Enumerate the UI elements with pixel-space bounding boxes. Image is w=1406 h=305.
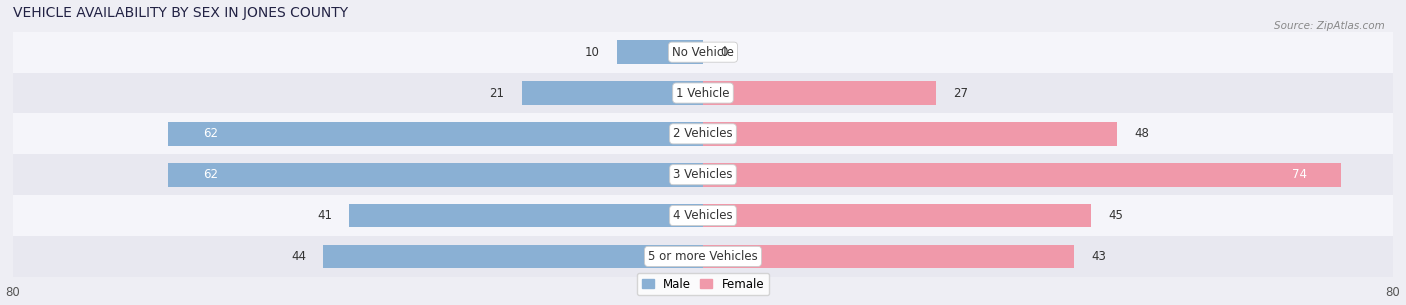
Text: 48: 48 (1135, 127, 1149, 140)
Text: 3 Vehicles: 3 Vehicles (673, 168, 733, 181)
Text: 62: 62 (202, 127, 218, 140)
Text: 44: 44 (291, 250, 307, 263)
Bar (169, 163, 703, 187)
Bar (522, 81, 703, 105)
Legend: Male, Female: Male, Female (637, 273, 769, 295)
Bar (703, 204, 1091, 228)
Text: 41: 41 (318, 209, 332, 222)
Text: 4 Vehicles: 4 Vehicles (673, 209, 733, 222)
Bar (703, 81, 936, 105)
Bar (13, 32, 1393, 73)
Bar (13, 236, 1393, 277)
Text: 0: 0 (720, 46, 728, 59)
Bar (169, 122, 703, 146)
Text: 62: 62 (202, 168, 218, 181)
Text: VEHICLE AVAILABILITY BY SEX IN JONES COUNTY: VEHICLE AVAILABILITY BY SEX IN JONES COU… (13, 5, 349, 20)
Text: No Vehicle: No Vehicle (672, 46, 734, 59)
Text: Source: ZipAtlas.com: Source: ZipAtlas.com (1274, 21, 1385, 31)
Bar (13, 154, 1393, 195)
Bar (703, 122, 1116, 146)
Text: 27: 27 (953, 87, 969, 99)
Text: 10: 10 (585, 46, 599, 59)
Text: 45: 45 (1108, 209, 1123, 222)
Bar (703, 163, 1341, 187)
Bar (349, 204, 703, 228)
Bar (13, 73, 1393, 113)
Text: 43: 43 (1091, 250, 1107, 263)
Text: 1 Vehicle: 1 Vehicle (676, 87, 730, 99)
Text: 21: 21 (489, 87, 505, 99)
Bar (617, 40, 703, 64)
Bar (13, 195, 1393, 236)
Bar (13, 113, 1393, 154)
Text: 5 or more Vehicles: 5 or more Vehicles (648, 250, 758, 263)
Text: 2 Vehicles: 2 Vehicles (673, 127, 733, 140)
Bar (703, 245, 1074, 268)
Bar (323, 245, 703, 268)
Text: 74: 74 (1292, 168, 1306, 181)
